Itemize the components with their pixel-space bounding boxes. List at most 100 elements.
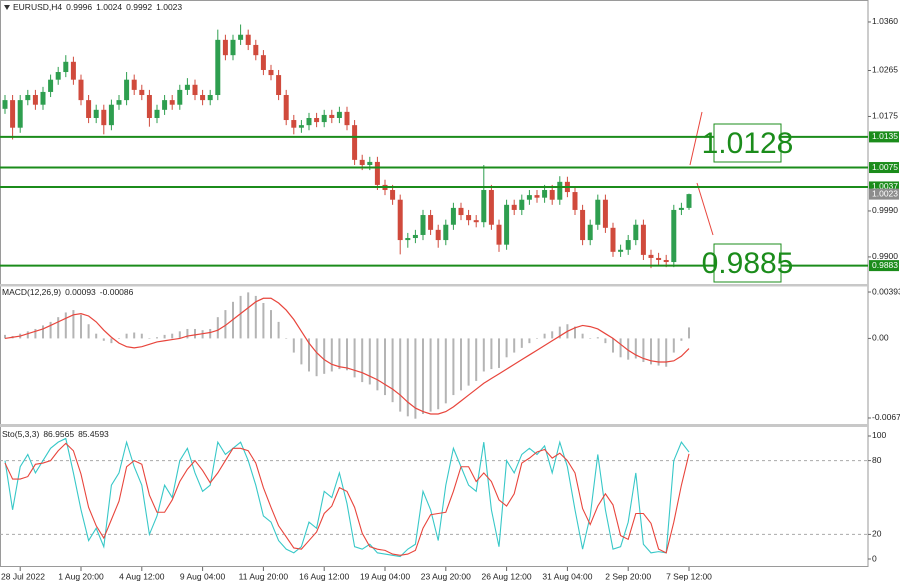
panel-separator <box>0 284 868 287</box>
macd-histogram-bar <box>429 338 432 412</box>
panel-separator <box>0 424 868 427</box>
candle-body <box>352 125 358 160</box>
macd-histogram-bar <box>247 292 250 339</box>
candle-body <box>10 100 16 128</box>
macd-histogram-bar <box>156 337 158 339</box>
candle-body <box>580 209 586 241</box>
candle-body <box>291 120 297 128</box>
macd-histogram-bar <box>604 338 607 344</box>
macd-histogram-bar <box>460 338 462 391</box>
candle-body <box>2 100 8 109</box>
macd-histogram-bar <box>520 338 523 348</box>
candle-body <box>230 39 236 56</box>
macd-histogram-bar <box>57 317 60 339</box>
macd-histogram-bar <box>437 338 440 410</box>
candle-body <box>344 111 350 126</box>
header-value: EURUSD,H4 <box>13 2 62 12</box>
candle-body <box>397 199 403 241</box>
candle-body <box>238 34 244 40</box>
macd-histogram-bar <box>216 317 219 339</box>
candle-body <box>678 207 684 210</box>
candle-body <box>557 181 563 200</box>
candle-body <box>587 224 593 241</box>
macd-histogram-bar <box>148 338 151 339</box>
macd-histogram-bar <box>95 333 98 339</box>
candle-body <box>78 79 84 101</box>
candle-body <box>329 114 335 118</box>
macd-histogram-bar <box>619 338 622 358</box>
y-tick-label: 0.9900 <box>872 251 898 261</box>
macd-histogram-bar <box>467 338 470 386</box>
candle-body <box>466 215 472 221</box>
candle-body <box>572 192 578 210</box>
candle-body <box>640 224 646 255</box>
x-tick-label: 1 Aug 20:00 <box>58 571 104 581</box>
macd-histogram-bar <box>4 334 6 339</box>
candle-body <box>245 34 251 45</box>
macd-histogram-bar <box>490 338 493 370</box>
candle-body <box>412 234 418 239</box>
macd-histogram-bar <box>680 338 683 341</box>
header-value: 1.0024 <box>96 2 122 12</box>
plot-frame <box>0 0 869 567</box>
macd-histogram-bar <box>262 302 265 339</box>
x-tick-label: 7 Sep 12:00 <box>666 571 712 581</box>
y-tick-label: 100 <box>872 430 886 440</box>
candle-body <box>101 109 107 126</box>
symbol-menu-icon[interactable] <box>4 5 10 10</box>
macd-histogram-bar <box>665 338 668 367</box>
candle-body <box>633 224 639 241</box>
candle-body <box>663 259 669 263</box>
candle-body <box>200 95 206 101</box>
annotation-box <box>713 123 782 163</box>
macd-histogram-bar <box>26 331 29 339</box>
x-tick-label: 26 Aug 12:00 <box>482 571 532 581</box>
annotation-box <box>713 243 782 283</box>
macd-histogram-bar <box>513 338 516 353</box>
header-value: 0.9996 <box>66 2 92 12</box>
macd-histogram-bar <box>581 333 584 339</box>
header-value: 85.4593 <box>78 429 109 439</box>
candle-body <box>542 190 548 198</box>
macd-histogram-bar <box>140 333 143 339</box>
macd-histogram-bar <box>224 310 227 339</box>
candle-body <box>298 125 304 128</box>
candle-body <box>146 95 152 118</box>
macd-histogram-bar <box>353 338 356 378</box>
macd-histogram-bar <box>627 338 630 360</box>
macd-histogram-bar <box>475 338 478 381</box>
candle-body <box>420 215 426 235</box>
candle-body <box>359 159 365 165</box>
macd-histogram-bar <box>80 314 82 339</box>
macd-histogram-bar <box>34 328 37 339</box>
y-tick-label: 0 <box>872 553 877 563</box>
macd-histogram-bar <box>368 338 371 385</box>
candle-body <box>192 84 198 96</box>
x-tick-label: 2 Sep 20:00 <box>605 571 651 581</box>
candle-body <box>405 238 411 241</box>
candle-body <box>207 95 213 101</box>
current-price-label: 1.0023 <box>872 188 898 198</box>
macd-histogram-bar <box>346 338 348 371</box>
macd-histogram-bar <box>308 338 310 372</box>
macd-histogram-bar <box>118 338 120 339</box>
macd-histogram-bar <box>634 338 637 359</box>
header-value: 0.9992 <box>126 2 152 12</box>
candle-body <box>458 207 464 216</box>
header-value: 1.0023 <box>156 2 182 12</box>
macd-histogram-bar <box>300 338 303 365</box>
candle-body <box>656 257 662 260</box>
x-tick-label: 28 Jul 2022 <box>1 571 45 581</box>
current-price-tag <box>869 188 899 200</box>
macd-histogram-bar <box>391 338 394 403</box>
candle-body <box>519 199 525 210</box>
candle-body <box>671 209 677 263</box>
macd-histogram-bar <box>323 338 326 374</box>
macd-histogram-bar <box>178 331 181 339</box>
candle-body <box>169 100 175 105</box>
level-price-tag <box>869 181 899 193</box>
x-tick-label: 4 Aug 12:00 <box>119 571 165 581</box>
macd-histogram-bar <box>672 338 675 353</box>
level-price-label: 1.0037 <box>872 181 898 191</box>
